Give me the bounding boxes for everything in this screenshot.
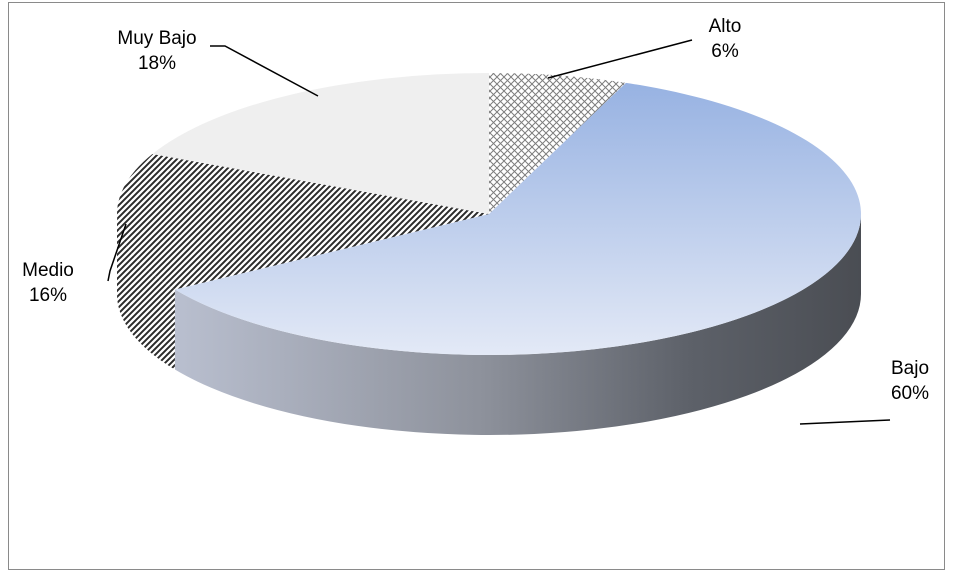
- data-label-bajo-name: Bajo: [890, 358, 930, 379]
- leader-line-bajo: [799, 419, 891, 425]
- pie-side-bajo: [174, 214, 861, 435]
- data-label-alto-percent: 6%: [711, 41, 739, 62]
- pie-slice-alto: [489, 73, 626, 214]
- data-label-bajo-percent: 60%: [890, 383, 930, 404]
- data-label-muy-bajo-percent: 18%: [137, 53, 177, 74]
- data-label-muy-bajo: Muy Bajo 18%: [98, 26, 216, 76]
- leader-line-medio: [107, 223, 127, 282]
- pie-slice-muy-bajo: [152, 73, 489, 214]
- data-label-alto: Alto 6%: [690, 14, 760, 64]
- leader-line-alto: [547, 39, 693, 79]
- data-label-medio-name: Medio: [22, 260, 74, 281]
- pie-slice-medio: [117, 153, 490, 290]
- leader-line-muy-bajo: [210, 45, 319, 97]
- data-label-medio-percent: 16%: [28, 285, 68, 306]
- data-label-medio: Medio 16%: [10, 258, 86, 308]
- pie-side-medio: [116, 214, 175, 370]
- data-label-alto-name: Alto: [708, 16, 742, 37]
- data-label-bajo: Bajo 60%: [870, 356, 950, 406]
- data-label-muy-bajo-name: Muy Bajo: [117, 28, 197, 49]
- pie-slice-bajo: [174, 82, 862, 355]
